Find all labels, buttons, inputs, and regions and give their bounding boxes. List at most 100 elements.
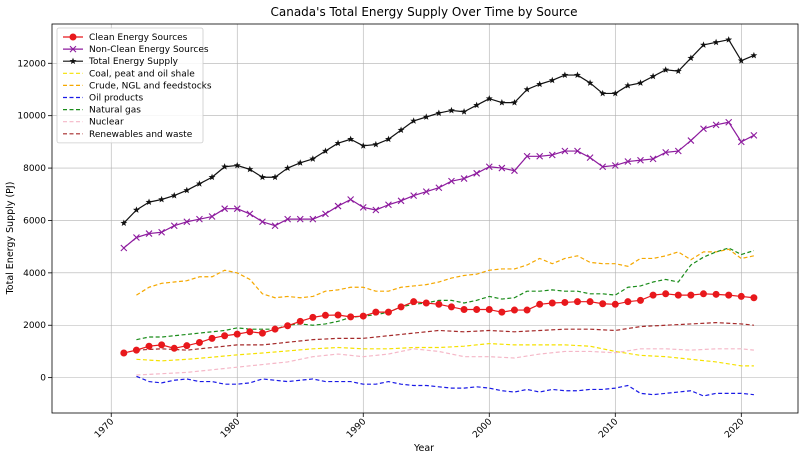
legend-item: Oil products xyxy=(63,94,144,104)
data-point xyxy=(233,205,241,213)
data-point xyxy=(259,173,266,181)
data-point xyxy=(662,290,670,298)
data-point xyxy=(448,177,455,185)
data-point xyxy=(221,205,229,213)
data-point xyxy=(384,308,392,316)
legend-label: Coal, peat and oil shale xyxy=(89,69,195,79)
y-axis-label: Total Energy Supply (PJ) xyxy=(5,182,16,296)
y-tick-label: 0 xyxy=(40,374,46,384)
data-point xyxy=(145,342,153,350)
data-point xyxy=(334,139,342,147)
data-point xyxy=(296,159,304,166)
data-point xyxy=(536,80,544,88)
series-line-natural-gas xyxy=(136,247,755,341)
data-point xyxy=(548,151,556,159)
data-point xyxy=(485,163,493,171)
y-tick-label: 12000 xyxy=(17,59,46,69)
series-line-oil-products xyxy=(136,375,754,397)
data-point xyxy=(208,334,216,342)
data-point xyxy=(611,162,619,169)
data-point xyxy=(347,313,355,321)
data-point xyxy=(284,322,292,330)
data-point xyxy=(422,188,430,196)
legend-marker xyxy=(69,33,77,41)
data-point xyxy=(586,79,594,86)
data-point xyxy=(485,95,493,102)
data-point xyxy=(737,138,745,146)
legend-label: Natural gas xyxy=(89,106,141,116)
series-crude-ngl-and-feedstocks xyxy=(136,248,755,299)
data-point xyxy=(573,298,581,306)
legend-box xyxy=(56,27,204,144)
x-axis-label: Year xyxy=(413,443,434,454)
data-point xyxy=(183,186,191,194)
data-point xyxy=(246,165,254,173)
legend-label: Renewables and waste xyxy=(89,130,193,140)
data-point xyxy=(737,57,745,64)
data-point xyxy=(208,173,216,181)
data-point xyxy=(548,76,556,84)
series-clean-energy-sources xyxy=(120,290,758,357)
legend-label: Non-Clean Energy Sources xyxy=(89,45,209,55)
data-point xyxy=(498,98,506,106)
data-point xyxy=(687,291,695,299)
data-point xyxy=(725,36,733,43)
data-point xyxy=(296,317,304,325)
plot-frame xyxy=(51,23,799,414)
data-point xyxy=(233,330,241,338)
data-point xyxy=(599,163,607,171)
data-point xyxy=(637,79,644,86)
data-point xyxy=(473,101,481,109)
data-point xyxy=(737,292,745,300)
data-point xyxy=(309,215,317,223)
data-point xyxy=(712,290,720,298)
data-point xyxy=(460,108,468,115)
legend-item: Natural gas xyxy=(63,106,141,116)
legend-item: Nuclear xyxy=(63,118,124,128)
series-oil-products xyxy=(136,375,754,397)
data-point xyxy=(624,81,632,89)
data-point xyxy=(284,164,292,171)
y-tick-label: 6000 xyxy=(23,216,46,226)
x-tick-label: 2020 xyxy=(723,417,746,440)
data-point xyxy=(662,66,670,73)
legend-item: Clean Energy Sources xyxy=(63,33,188,43)
data-point xyxy=(611,89,619,97)
data-point xyxy=(750,294,758,302)
legend-label: Total Energy Supply xyxy=(88,57,179,67)
data-point xyxy=(334,311,342,319)
data-point xyxy=(372,308,380,316)
data-point xyxy=(372,206,380,214)
data-point xyxy=(359,203,367,211)
x-tick-label: 1990 xyxy=(345,417,368,440)
data-point xyxy=(725,118,733,126)
data-point xyxy=(674,67,682,75)
data-point xyxy=(132,346,140,354)
data-point xyxy=(511,167,518,175)
series-nuclear xyxy=(136,348,754,376)
data-point xyxy=(422,113,430,120)
x-tick-label: 2000 xyxy=(471,417,494,440)
data-point xyxy=(246,328,254,336)
data-point xyxy=(674,291,682,299)
data-point xyxy=(347,196,355,203)
data-point xyxy=(460,306,468,314)
legend-item: Coal, peat and oil shale xyxy=(63,69,195,79)
data-point xyxy=(259,218,266,226)
data-point xyxy=(498,164,506,172)
data-point xyxy=(511,98,518,106)
series-natural-gas xyxy=(136,247,755,341)
data-point xyxy=(485,306,493,314)
data-point xyxy=(347,135,355,143)
series-coal-peat-and-oil-shale xyxy=(136,342,754,367)
data-point xyxy=(120,244,128,252)
data-point xyxy=(561,147,569,155)
data-point xyxy=(133,234,140,241)
data-point xyxy=(359,312,367,320)
series-line-crude-ngl-and-feedstocks xyxy=(136,248,755,299)
data-point xyxy=(410,117,418,124)
data-point xyxy=(498,308,506,316)
data-point xyxy=(322,147,329,154)
data-point xyxy=(309,313,317,321)
